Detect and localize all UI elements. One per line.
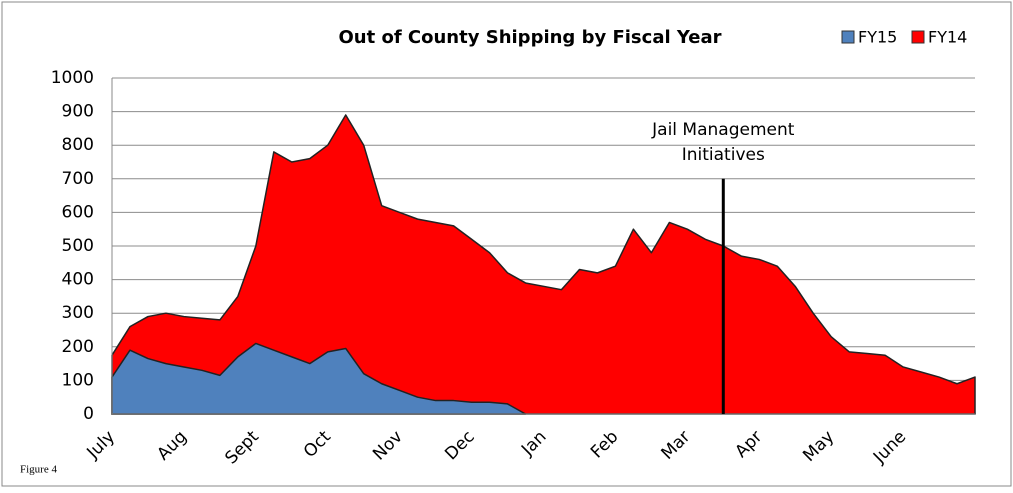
y-tick-label: 600 [62,202,94,222]
y-tick-label: 1000 [51,68,94,88]
chart-title: Out of County Shipping by Fiscal Year [338,27,721,48]
area [111,342,527,415]
legend-swatch [841,30,855,44]
y-tick-label: 0 [83,404,94,424]
y-tick-label: 300 [62,303,94,323]
area [111,114,976,415]
legend-swatch [911,30,925,44]
figure-label: Figure 4 [20,464,57,476]
y-tick-label: 200 [62,337,94,357]
legend-label: FY15 [858,28,897,47]
legend-label: FY14 [928,28,967,47]
y-tick-label: 400 [62,270,94,290]
y-tick-label: 700 [62,169,94,189]
y-tick-label: 100 [62,370,94,390]
annotation-text: Initiatives [682,145,765,165]
annotation-text: Jail Management [651,120,795,140]
y-tick-label: 500 [62,236,94,256]
y-tick-label: 800 [62,135,94,155]
y-tick-label: 900 [62,102,94,122]
